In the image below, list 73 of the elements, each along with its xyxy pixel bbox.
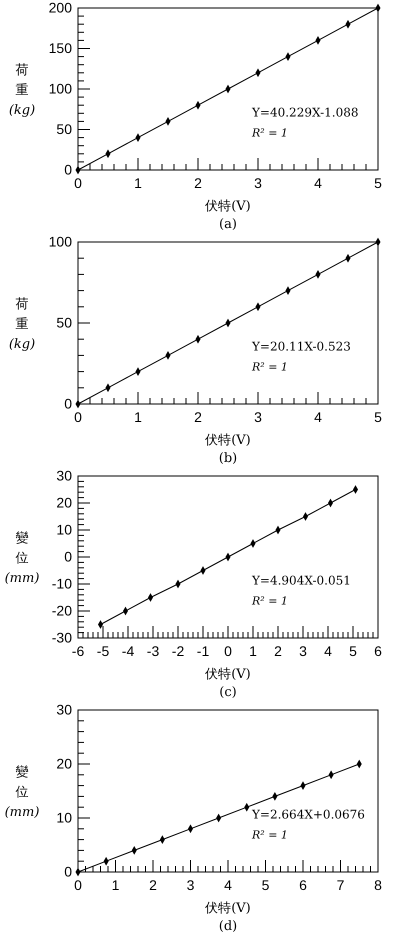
y-tick-label: 50: [56, 120, 72, 137]
text: (b): [218, 451, 238, 466]
x-axis-title: 伏特(V): [205, 433, 251, 448]
x-tick-label: 5: [262, 876, 270, 893]
annotation: R² = 1: [251, 828, 288, 842]
x-axis-title: 伏特(V): [205, 667, 251, 682]
x-tick-label: 0: [224, 642, 232, 659]
y-tick-label: -10: [52, 575, 72, 592]
x-tick-label: 7: [336, 876, 345, 893]
x-tick-label: 6: [374, 642, 382, 659]
y-tick-label: 0: [64, 863, 72, 880]
annotation: Y=40.229X-1.088: [251, 106, 358, 120]
y-tick-label: 30: [56, 701, 72, 718]
y-tick-label: 200: [48, 0, 72, 16]
y-tick-label: 0: [64, 395, 72, 412]
x-tick-label: 2: [194, 174, 202, 191]
y-axis-title: 變位(mm): [4, 531, 40, 586]
x-tick-label: 1: [112, 876, 120, 893]
annotation: R² = 1: [251, 594, 288, 608]
x-tick-label: 5: [374, 174, 382, 191]
x-tick-label: 2: [274, 642, 282, 659]
y-tick-label: 10: [56, 521, 72, 538]
x-tick-label: -1: [196, 642, 210, 659]
text: (d): [218, 919, 238, 934]
y-tick-label: 0: [64, 161, 72, 178]
x-tick-label: 1: [249, 642, 258, 659]
x-tick-label: 0: [74, 174, 82, 191]
x-tick-label: 4: [314, 408, 322, 425]
text: (c): [219, 685, 237, 700]
x-tick-label: 3: [254, 174, 262, 191]
y-tick-label: -30: [52, 629, 72, 646]
x-tick-label: 5: [374, 408, 382, 425]
annotation: Y=4.904X-0.051: [251, 574, 351, 588]
x-tick-label: 8: [374, 876, 382, 893]
x-tick-label: -3: [146, 642, 160, 659]
annotation: R² = 1: [251, 360, 288, 374]
x-tick-label: 4: [224, 876, 232, 893]
x-tick-label: 5: [349, 642, 358, 659]
y-tick-label: 20: [56, 755, 72, 772]
x-tick-label: 2: [149, 876, 158, 893]
text: (a): [219, 217, 237, 232]
annotation: Y=2.664X+0.0676: [251, 808, 365, 822]
x-tick-label: -6: [72, 642, 84, 659]
y-tick-label: 50: [56, 314, 72, 330]
x-tick-label: 4: [314, 174, 322, 191]
annotation: R² = 1: [251, 126, 288, 140]
y-tick-label: 30: [56, 467, 72, 484]
y-axis-title: 荷重(kg): [8, 63, 36, 118]
x-tick-label: 0: [74, 876, 82, 893]
y-tick-label: 10: [56, 809, 72, 826]
x-tick-label: -4: [122, 642, 134, 659]
x-tick-label: 1: [134, 174, 142, 191]
x-tick-label: 3: [254, 408, 262, 425]
y-tick-label: 100: [48, 80, 72, 96]
y-tick-label: 100: [48, 233, 72, 250]
y-axis-title: 變位(mm): [4, 765, 40, 820]
y-tick-label: -20: [52, 602, 72, 618]
x-axis-title: 伏特(V): [205, 901, 251, 916]
x-tick-label: 6: [299, 876, 308, 893]
x-tick-label: 3: [186, 876, 195, 893]
y-axis-title: 荷重(kg): [8, 297, 36, 352]
x-tick-label: 1: [134, 408, 142, 425]
y-tick-label: 0: [64, 548, 72, 564]
x-tick-label: 2: [194, 408, 202, 425]
x-tick-label: -2: [172, 642, 184, 659]
annotation: Y=20.11X-0.523: [251, 340, 351, 354]
x-axis-title: 伏特(V): [205, 199, 251, 214]
x-tick-label: -5: [96, 642, 110, 659]
y-tick-label: 150: [48, 40, 72, 56]
y-tick-label: 20: [56, 494, 72, 510]
x-tick-label: 4: [324, 642, 332, 659]
x-tick-label: 3: [299, 642, 308, 659]
x-tick-label: 0: [74, 408, 82, 425]
